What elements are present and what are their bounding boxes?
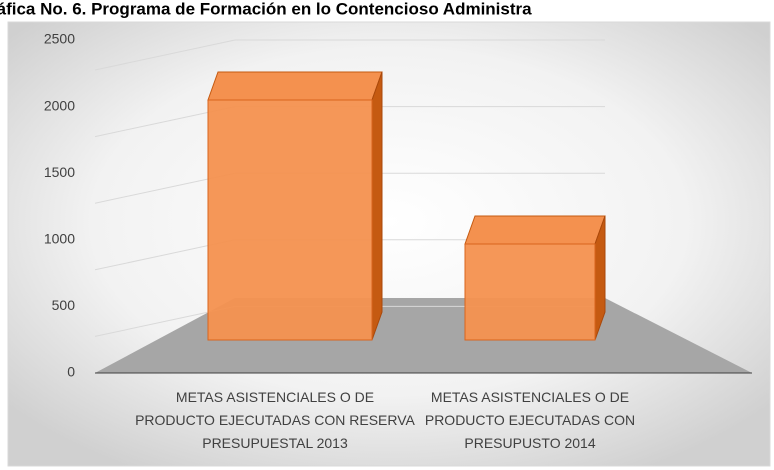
y-tick-label: 2000	[44, 97, 75, 113]
y-tick-label: 1500	[44, 164, 75, 180]
plot-area	[7, 21, 771, 467]
bar-top	[464, 215, 606, 245]
bar	[207, 99, 373, 341]
chart-title: ráfica No. 6. Programa de Formación en l…	[0, 0, 532, 18]
bar	[464, 243, 596, 341]
x-tick-label: METAS ASISTENCIALES O DE PRODUCTO EJECUT…	[424, 389, 636, 451]
bar-top	[207, 71, 383, 101]
y-tick-label: 1000	[44, 231, 75, 247]
y-tick-label: 0	[67, 364, 75, 380]
x-tick-label: METAS ASISTENCIALES O DE PRODUCTO EJECUT…	[135, 389, 415, 451]
side-grid-line	[94, 39, 236, 71]
y-tick-label: 500	[52, 297, 76, 313]
bar-side	[371, 71, 383, 341]
y-tick-label: 2500	[44, 31, 75, 47]
